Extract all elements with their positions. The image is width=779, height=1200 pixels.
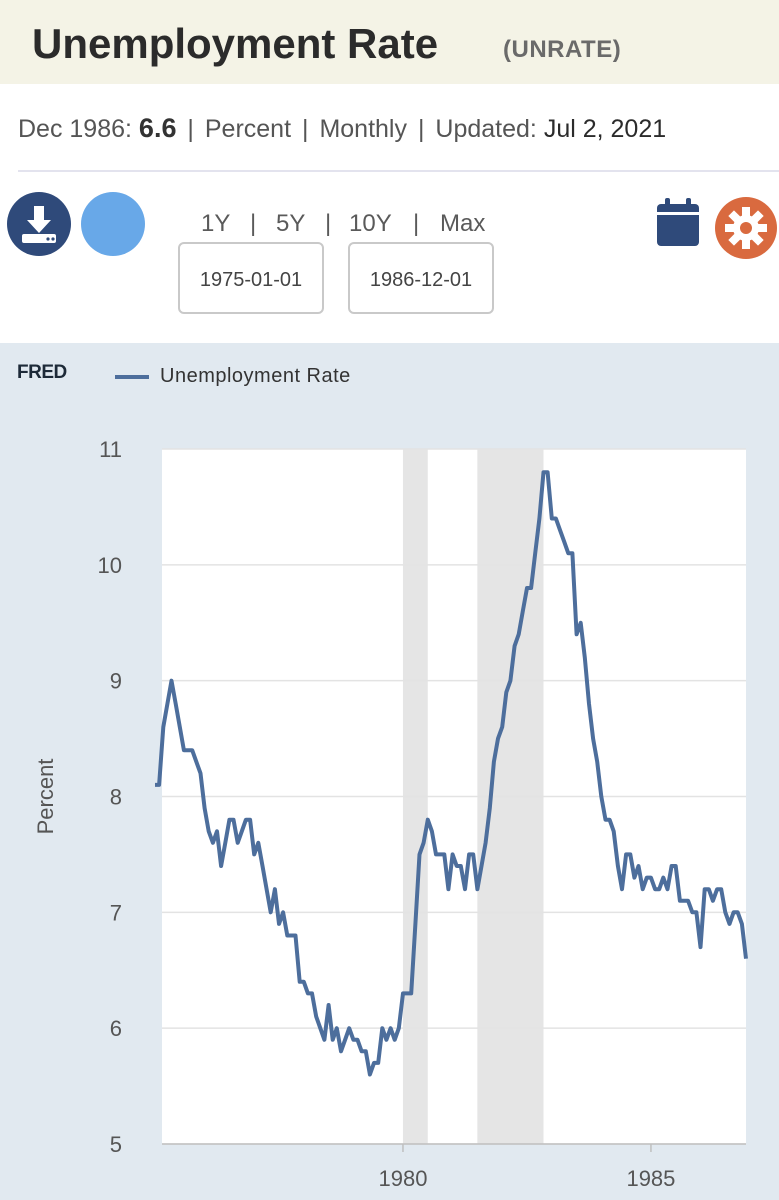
y-tick-label: 7: [110, 900, 122, 925]
legend-swatch: [115, 375, 149, 379]
observation-period: Dec 1986:: [18, 115, 132, 143]
y-tick-label: 11: [99, 437, 122, 462]
meta-separator: |: [417, 115, 425, 143]
title-bar: Unemployment Rate (UNRATE): [0, 0, 779, 84]
series-code: (UNRATE): [503, 36, 622, 63]
start-date-input[interactable]: 1975-01-01: [178, 242, 324, 314]
fred-logo: FRED: [17, 362, 67, 383]
units-label: Percent: [204, 115, 292, 143]
gear-icon: [725, 207, 767, 249]
series-line-unemployment-rate: [155, 470, 748, 1077]
y-tick-label: 6: [110, 1016, 122, 1041]
end-date-input[interactable]: 1986-12-01: [348, 242, 494, 314]
download-icon: [22, 206, 56, 243]
divider: [18, 170, 779, 172]
settings-button[interactable]: [714, 196, 778, 260]
range-separator: |: [250, 210, 257, 237]
updated-date: Jul 2, 2021: [543, 115, 667, 143]
frequency-label: Monthly: [319, 115, 407, 143]
download-button[interactable]: [7, 192, 71, 256]
y-tick-label: 9: [110, 669, 122, 694]
line-chart[interactable]: 5 6 7 8 9 10 11 1980 1985 Percent: [0, 343, 779, 1200]
range-10y[interactable]: 10Y: [349, 210, 392, 237]
y-tick-label: 5: [110, 1132, 122, 1157]
y-tick-label: 10: [98, 553, 122, 578]
meta-separator: |: [187, 115, 194, 143]
observation-value: 6.6: [138, 113, 177, 143]
share-button[interactable]: [81, 192, 145, 256]
y-axis-label: Percent: [33, 759, 58, 835]
range-separator: |: [413, 210, 420, 237]
updated-label: Updated:: [435, 115, 537, 143]
legend-label: Unemployment Rate: [160, 365, 351, 387]
range-separator: |: [325, 210, 332, 237]
range-1y[interactable]: 1Y: [201, 210, 231, 237]
y-tick-label: 8: [110, 785, 122, 810]
series-meta: Dec 1986: 6.6 | Percent | Monthly | Upda…: [18, 113, 666, 144]
meta-separator: |: [302, 115, 309, 143]
x-tick-label: 1980: [378, 1166, 427, 1191]
page-title: Unemployment Rate: [32, 20, 439, 67]
range-max[interactable]: Max: [440, 210, 486, 237]
range-5y[interactable]: 5Y: [276, 210, 306, 237]
calendar-icon[interactable]: [655, 196, 701, 248]
x-tick-label: 1985: [626, 1166, 675, 1191]
